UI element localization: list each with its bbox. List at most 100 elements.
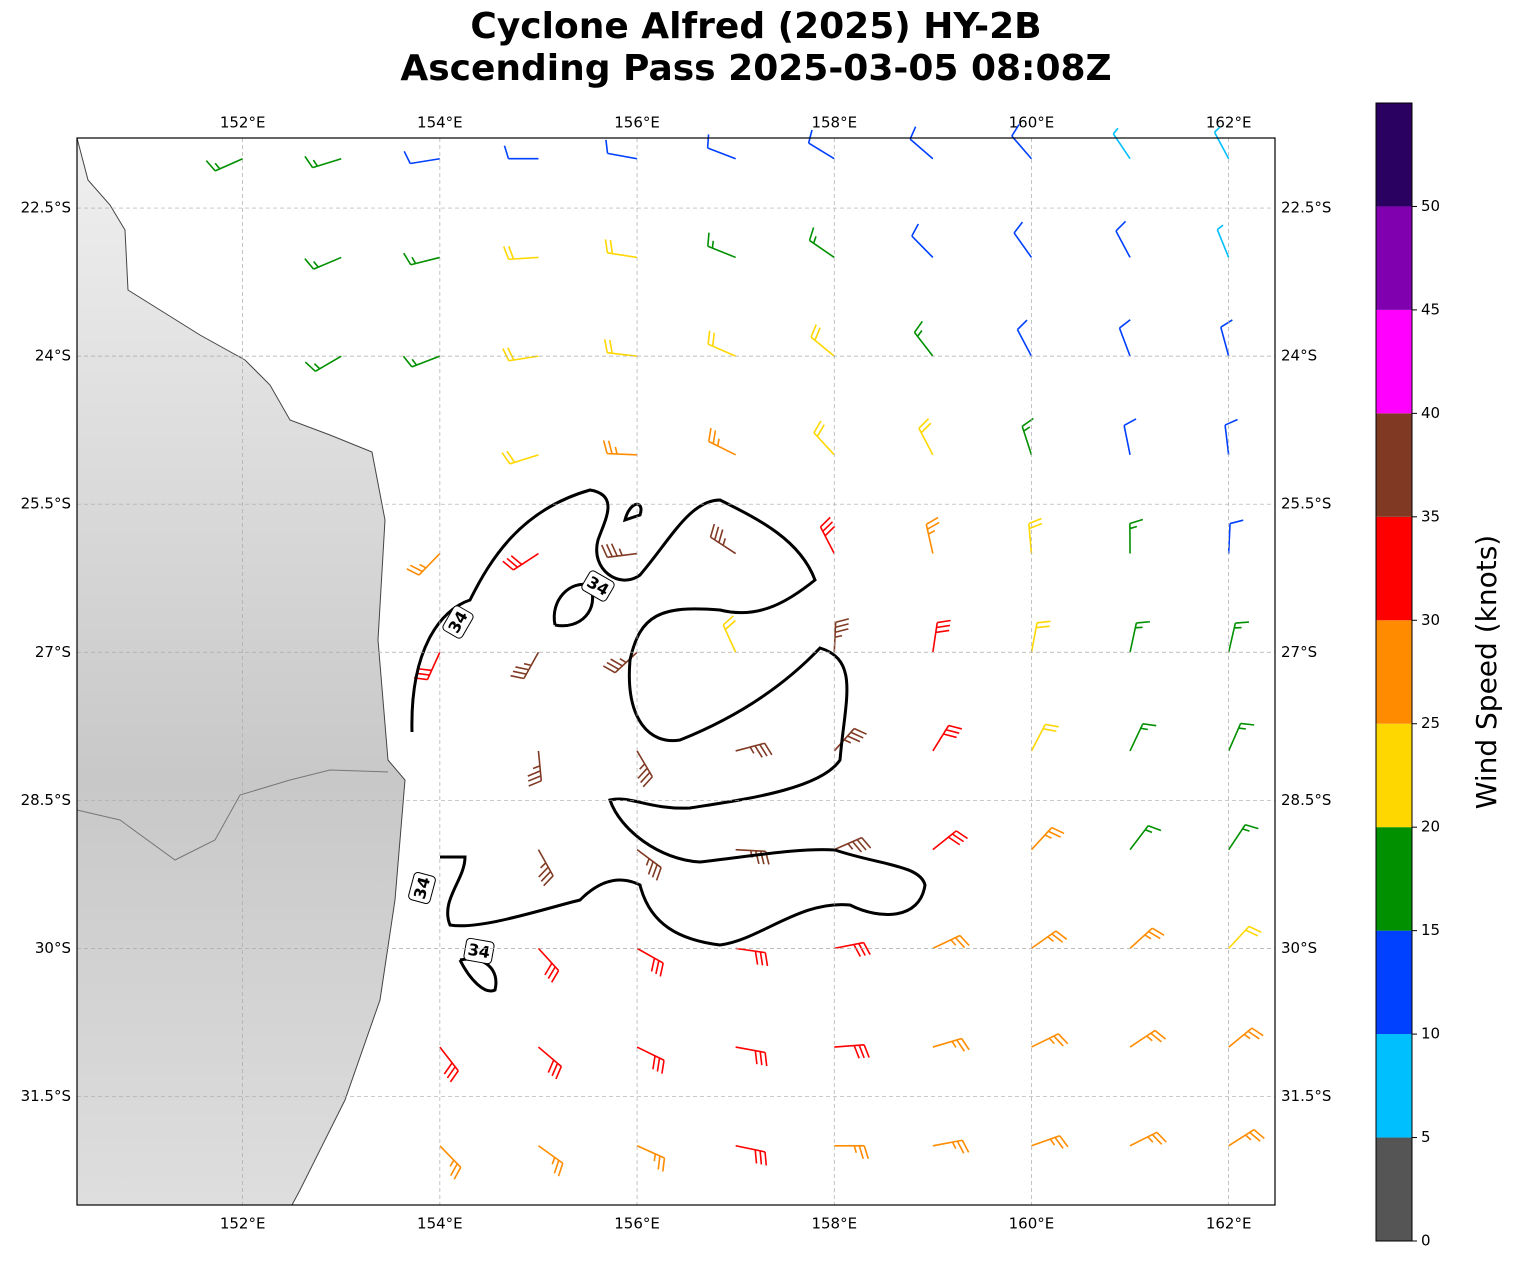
colorbar-segment bbox=[1376, 1034, 1412, 1138]
y-tick-label: 27°S bbox=[1281, 643, 1317, 661]
wind-barb bbox=[1115, 220, 1131, 258]
wind-barb bbox=[304, 155, 342, 169]
wind-barb bbox=[932, 1139, 970, 1154]
wind-barb bbox=[918, 418, 934, 456]
wind-barb bbox=[402, 355, 441, 368]
wind-barb bbox=[1213, 126, 1230, 160]
wind-barb bbox=[636, 750, 654, 788]
wind-barb bbox=[707, 427, 737, 456]
y-tick-label: 28.5°S bbox=[1281, 791, 1331, 809]
wind-barb bbox=[932, 619, 951, 653]
y-tick-label: 31.5°S bbox=[1281, 1087, 1331, 1105]
wind-barb bbox=[913, 320, 934, 357]
wind-barb bbox=[403, 150, 440, 165]
y-tick-label: 22.5°S bbox=[1281, 199, 1331, 217]
colorbar-tick-label: 45 bbox=[1421, 300, 1440, 318]
wind-barb bbox=[1227, 722, 1255, 752]
wind-barb bbox=[1129, 1029, 1167, 1048]
wind-barb bbox=[808, 227, 835, 259]
wind-barb bbox=[735, 947, 769, 967]
wind-barb bbox=[406, 552, 441, 576]
wind-barb bbox=[1129, 1131, 1167, 1147]
wind-barb bbox=[537, 849, 554, 887]
wind-barb bbox=[1220, 319, 1233, 357]
wind-barb bbox=[1129, 620, 1150, 653]
land bbox=[76, 137, 406, 1206]
x-tick-label: 152°E bbox=[220, 114, 266, 132]
wind-barb bbox=[1129, 927, 1165, 949]
wind-barb bbox=[537, 1145, 564, 1177]
y-tick-label: 25.5°S bbox=[21, 495, 71, 513]
wind-barb bbox=[636, 947, 664, 977]
wind-barb bbox=[1118, 319, 1131, 357]
wind-barb bbox=[932, 934, 970, 950]
y-tick-label: 24°S bbox=[1281, 347, 1317, 365]
x-tick-label: 156°E bbox=[614, 1215, 660, 1233]
colorbar-tick-label: 20 bbox=[1421, 818, 1440, 836]
wind-barb bbox=[603, 339, 638, 357]
colorbar-tick-label: 35 bbox=[1421, 507, 1440, 525]
wind-barb bbox=[909, 126, 934, 160]
colorbar-segment bbox=[1376, 309, 1412, 414]
wind-barb bbox=[403, 252, 441, 266]
wind-barb bbox=[834, 1044, 870, 1059]
colorbar-segment bbox=[1376, 620, 1412, 724]
wind-barb bbox=[602, 440, 638, 456]
wind-barb bbox=[932, 724, 963, 752]
wind-barb bbox=[1031, 1033, 1069, 1048]
wind-barb bbox=[735, 848, 770, 865]
wind-barb bbox=[1224, 418, 1238, 455]
wind-barb bbox=[1228, 925, 1262, 949]
colorbar-tick-label: 10 bbox=[1421, 1025, 1440, 1043]
wind-barb bbox=[636, 849, 662, 881]
x-tick-label: 158°E bbox=[811, 114, 857, 132]
x-tick-label: 158°E bbox=[811, 1215, 857, 1233]
wind-barb bbox=[602, 651, 638, 674]
colorbar-segment bbox=[1376, 516, 1412, 621]
wind-barb bbox=[932, 830, 968, 851]
wind-barb bbox=[1011, 124, 1033, 160]
wind-barb bbox=[707, 330, 736, 357]
axes: 152°E 152°E 154°E 154°E 156°E 156°E 158°E 158°E… bbox=[21, 114, 1332, 1233]
wind-barb bbox=[413, 651, 441, 681]
wind-barb bbox=[813, 420, 835, 456]
wind-barb bbox=[1030, 723, 1059, 752]
wind-barb bbox=[304, 355, 342, 372]
state-border bbox=[76, 769, 389, 861]
wind-barb bbox=[205, 157, 243, 172]
y-tick-label: 30°S bbox=[1281, 939, 1317, 957]
colorbar-tick-label: 0 bbox=[1421, 1232, 1431, 1250]
wind-barb bbox=[911, 223, 934, 258]
wind-barb bbox=[502, 245, 539, 261]
y-tick-label: 28.5°S bbox=[21, 791, 71, 809]
wind-barb bbox=[1228, 1027, 1264, 1048]
wind-barb bbox=[1129, 825, 1162, 851]
y-tick-label: 22.5°S bbox=[21, 199, 71, 217]
x-tick-label: 154°E bbox=[417, 114, 463, 132]
wind-barb bbox=[709, 523, 737, 555]
x-tick-label: 162°E bbox=[1206, 114, 1252, 132]
wind-barb bbox=[1030, 930, 1068, 950]
colorbar-tick-label: 40 bbox=[1421, 404, 1440, 422]
x-tick-label: 154°E bbox=[417, 1215, 463, 1233]
y-tick-label: 30°S bbox=[35, 939, 71, 957]
colorbar-frame bbox=[1375, 102, 1413, 1242]
colorbar-segment bbox=[1376, 1137, 1412, 1241]
colorbar-tick-label: 15 bbox=[1421, 921, 1440, 939]
wind-barb bbox=[925, 516, 940, 554]
barbs bbox=[205, 124, 1265, 1180]
y-tick-label: 24°S bbox=[35, 347, 71, 365]
colorbar: 0 5 10 15 20 25 30 35 40 45 50 bbox=[1375, 102, 1440, 1250]
x-tick-label: 160°E bbox=[1009, 114, 1055, 132]
wind-barb bbox=[819, 516, 836, 554]
colorbar-label: Wind Speed (knots) bbox=[1470, 535, 1503, 809]
contour-label-box bbox=[581, 570, 615, 602]
colorbar-segment bbox=[1376, 413, 1412, 517]
wind-barb bbox=[735, 1144, 768, 1166]
colorbar-tick-label: 30 bbox=[1421, 611, 1440, 629]
wind-barb bbox=[833, 727, 867, 752]
wind-barb bbox=[807, 129, 835, 160]
contour-label-box bbox=[408, 872, 436, 904]
contour-label-box bbox=[442, 605, 474, 639]
wind-barb bbox=[304, 256, 342, 270]
